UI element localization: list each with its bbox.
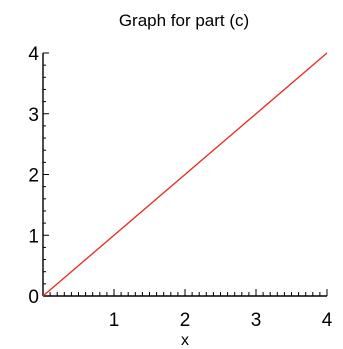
x-axis-label: x	[181, 332, 189, 349]
x-axis: 1 2 3 4	[43, 289, 333, 331]
x-tick-label: 4	[322, 310, 333, 331]
y-tick-label: 0	[28, 287, 39, 308]
plot-area	[42, 52, 328, 297]
x-tick-label: 3	[251, 310, 262, 331]
y-tick-label: 3	[28, 105, 39, 126]
y-tick-label: 4	[28, 44, 39, 65]
y-tick-label: 1	[28, 226, 39, 247]
y-tick-label: 2	[28, 166, 39, 187]
y-axis: 0 1 2 3 4	[28, 44, 49, 308]
x-tick-label: 1	[109, 310, 120, 331]
x-tick-label: 2	[180, 310, 191, 331]
series-line	[42, 52, 328, 297]
chart-title: Graph for part (c)	[119, 11, 249, 30]
